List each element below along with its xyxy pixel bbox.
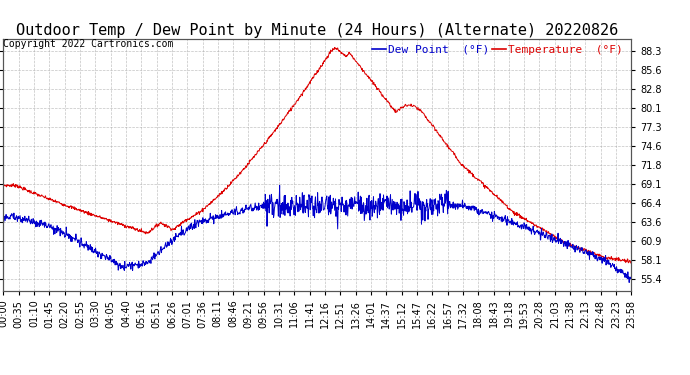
- Legend: Dew Point  (°F), Temperature  (°F): Dew Point (°F), Temperature (°F): [372, 45, 622, 55]
- Text: Copyright 2022 Cartronics.com: Copyright 2022 Cartronics.com: [3, 39, 174, 50]
- Title: Outdoor Temp / Dew Point by Minute (24 Hours) (Alternate) 20220826: Outdoor Temp / Dew Point by Minute (24 H…: [17, 23, 618, 38]
